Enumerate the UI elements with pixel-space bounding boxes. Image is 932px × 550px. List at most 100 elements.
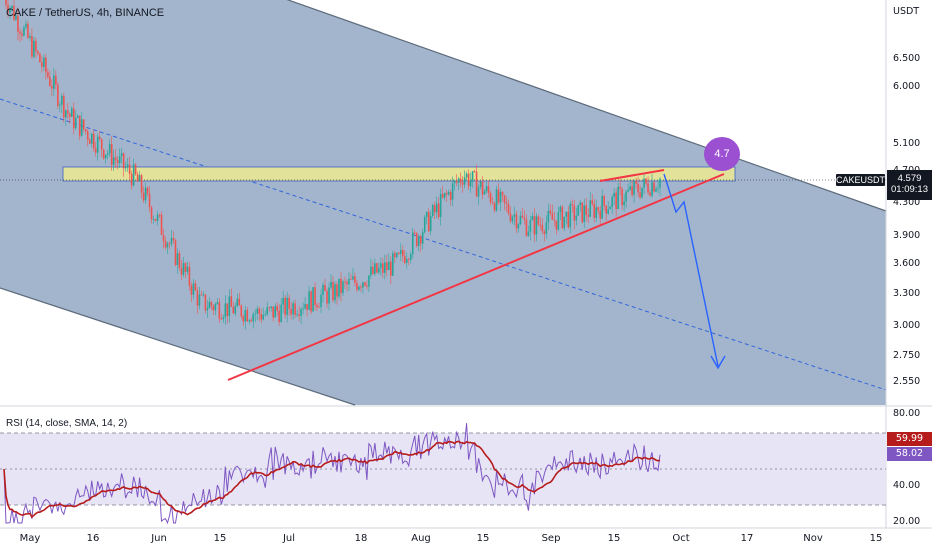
candle-body	[244, 310, 247, 322]
candle-body	[485, 186, 488, 192]
candle-body	[188, 266, 191, 286]
candle-body	[471, 171, 474, 181]
candle-body	[569, 204, 572, 228]
candle-body	[238, 298, 241, 306]
candle-body	[286, 297, 288, 315]
candle-body	[599, 210, 601, 219]
candle-body	[475, 171, 478, 197]
candle-body	[128, 164, 131, 174]
candle-body	[619, 186, 621, 189]
candle-body	[178, 253, 181, 268]
candle-body	[372, 266, 374, 274]
rsi-sma-value-badge: 59.99	[887, 432, 932, 446]
candle-body	[342, 281, 344, 294]
candle-body	[304, 304, 306, 309]
date-tick: 16	[86, 533, 100, 544]
candle-body	[248, 320, 251, 322]
candle-body	[94, 148, 97, 153]
candle-body	[595, 207, 597, 218]
candle-body	[90, 133, 93, 144]
bar-countdown: 01:09:13	[891, 184, 928, 195]
candle-body	[292, 303, 294, 315]
candle-body	[593, 203, 596, 218]
candle-body	[63, 95, 65, 118]
candle-body	[53, 75, 55, 89]
candle-body	[567, 211, 570, 228]
date-tick: 18	[354, 533, 368, 544]
candle-body	[234, 306, 237, 314]
candle-body	[45, 57, 47, 73]
date-tick: Jul	[282, 533, 296, 544]
candle-body	[423, 217, 426, 233]
candle-body	[445, 192, 448, 195]
candle-body	[376, 263, 378, 273]
candle-body	[521, 215, 524, 218]
candle-body	[180, 267, 183, 275]
candle-body	[396, 252, 398, 258]
candle-body	[559, 206, 562, 213]
candle-body	[220, 318, 223, 320]
upper-wedge-line	[599, 169, 665, 182]
candle-body	[224, 303, 227, 318]
candle-body	[15, 15, 17, 20]
candle-body	[118, 156, 121, 164]
candle-body	[274, 306, 276, 318]
candle-body	[553, 219, 556, 221]
candle-body	[138, 175, 141, 182]
candle-body	[300, 309, 302, 316]
candle-body	[65, 110, 67, 118]
target-callout[interactable]: 4.7	[704, 137, 740, 171]
candle-body	[643, 178, 645, 188]
candle-body	[543, 231, 546, 234]
candle-body	[168, 243, 171, 245]
candle-body	[411, 232, 414, 255]
candle-body	[489, 193, 492, 203]
candle-body	[392, 253, 394, 276]
candle-body	[7, 4, 9, 13]
candle-body	[425, 212, 428, 218]
date-tick: Oct	[672, 533, 690, 544]
candle-body	[170, 237, 173, 244]
symbol-header[interactable]: CAKE / TetherUS, 4h, BINANCE	[6, 7, 165, 19]
candle-body	[366, 285, 368, 287]
candle-body	[451, 183, 454, 200]
candle-body	[449, 191, 452, 200]
candle-body	[503, 195, 506, 203]
candle-body	[623, 201, 625, 206]
candle-body	[617, 186, 619, 209]
candle-body	[344, 281, 346, 283]
candle-body	[555, 220, 558, 230]
candle-body	[336, 284, 338, 297]
candle-body	[228, 296, 231, 316]
candle-body	[645, 178, 647, 184]
candle-body	[69, 113, 71, 117]
candle-body	[491, 202, 494, 204]
date-tick: 15	[213, 533, 227, 544]
candle-body	[306, 304, 308, 310]
candle-body	[70, 108, 73, 117]
candle-body	[401, 250, 404, 257]
candle-body	[260, 314, 263, 320]
candle-body	[433, 205, 436, 213]
candle-body	[100, 139, 103, 150]
candle-body	[136, 174, 139, 182]
candle-body	[104, 154, 107, 159]
candle-body	[276, 306, 278, 311]
candle-body	[362, 282, 364, 288]
candle-body	[388, 261, 390, 271]
candle-body	[651, 182, 653, 196]
rsi-header[interactable]: RSI (14, close, SMA, 14, 2)	[6, 418, 128, 429]
candle-body	[523, 217, 526, 220]
candle-body	[21, 33, 23, 36]
candle-body	[294, 303, 296, 315]
candle-body	[585, 205, 588, 215]
price-tick: 3.900	[893, 230, 921, 241]
candle-body	[222, 317, 225, 320]
symbol-price-label: CAKEUSDT	[836, 174, 886, 186]
candle-body	[310, 291, 312, 312]
candle-body	[258, 308, 261, 315]
candle-body	[563, 216, 566, 229]
date-tick: 15	[476, 533, 490, 544]
candle-body	[302, 308, 304, 310]
